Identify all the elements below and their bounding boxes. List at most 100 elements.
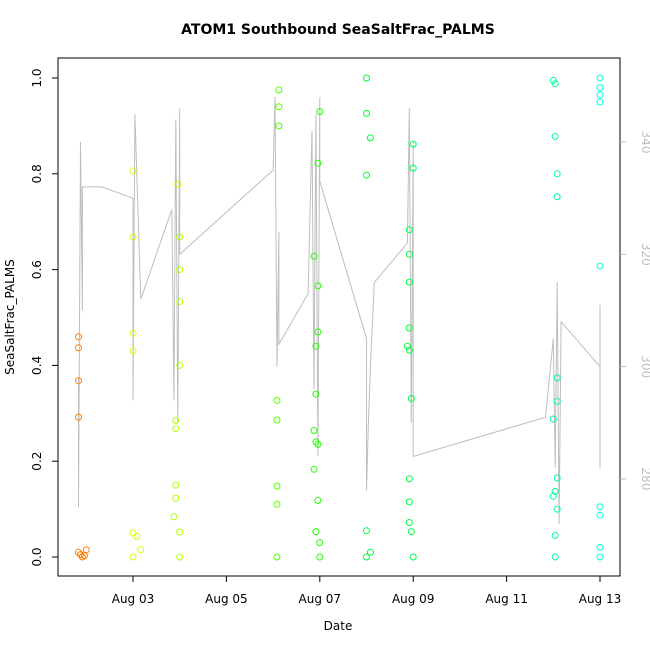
y-tick-label: 0.0 [30, 547, 44, 566]
data-point [553, 170, 561, 178]
data-point [176, 361, 184, 369]
data-point [366, 134, 374, 142]
data-point [596, 553, 604, 561]
plot-area [57, 57, 621, 577]
y2-tick-label: 320 [639, 243, 650, 266]
x-tick-label: Aug 13 [579, 592, 622, 606]
data-point [174, 180, 182, 188]
data-point [405, 498, 413, 506]
data-point [75, 413, 82, 421]
data-point [363, 109, 370, 117]
data-point [176, 528, 184, 536]
data-point [129, 347, 137, 355]
data-point [75, 377, 82, 385]
data-point [553, 397, 561, 405]
x-axis-label: Date [324, 619, 353, 633]
data-point [129, 529, 137, 537]
data-point [129, 233, 137, 241]
data-point [551, 531, 559, 539]
data-point [553, 474, 561, 482]
data-point [409, 140, 417, 148]
data-point [407, 395, 415, 402]
marks-layer [75, 74, 604, 561]
data-point [405, 346, 413, 354]
data-point [405, 475, 413, 483]
data-point [553, 374, 561, 382]
data-point [596, 262, 604, 270]
data-point [275, 103, 283, 111]
data-point [316, 553, 324, 561]
data-point [596, 84, 604, 92]
data-point [78, 553, 86, 561]
data-point [366, 548, 374, 556]
data-point [176, 266, 184, 274]
y2-tick-label: 340 [639, 131, 650, 154]
data-point [273, 416, 281, 424]
data-point [172, 417, 180, 424]
data-point [551, 487, 559, 495]
data-point [551, 553, 559, 561]
data-point [405, 519, 413, 526]
data-point [596, 503, 604, 511]
data-point [273, 500, 281, 508]
data-point [82, 546, 90, 554]
data-point [170, 513, 178, 521]
y-axis-label: SeaSaltFrac_PALMS [3, 259, 17, 375]
y-tick-label: 0.4 [30, 356, 44, 375]
data-point [314, 328, 322, 336]
data-point [596, 98, 604, 106]
data-point [551, 80, 559, 88]
data-point [553, 193, 561, 201]
data-point [312, 342, 320, 350]
data-point [176, 233, 184, 241]
data-point [596, 511, 604, 519]
data-point [310, 465, 318, 473]
secondary-series-line [78, 97, 601, 524]
data-point [176, 553, 184, 561]
data-point [310, 427, 318, 434]
data-point [551, 132, 559, 140]
data-point [75, 344, 82, 352]
data-point [176, 298, 184, 306]
data-point [596, 74, 604, 82]
data-point [273, 396, 281, 404]
data-point [80, 552, 88, 560]
data-point [314, 497, 322, 504]
data-point [129, 329, 137, 337]
data-point [549, 415, 557, 423]
y-tick-label: 0.8 [30, 164, 44, 183]
data-point [275, 86, 283, 94]
data-point [273, 553, 281, 561]
data-point [363, 74, 370, 82]
data-point [314, 282, 322, 290]
data-point [273, 482, 281, 490]
data-point [312, 390, 320, 398]
axes-layer: Aug 03 Aug 05 Aug 07 Aug 09 Aug 11 Aug 13 0.0 0… [30, 68, 650, 606]
data-point [403, 342, 411, 350]
data-point [549, 492, 557, 500]
data-point [596, 91, 604, 99]
data-point [172, 481, 180, 489]
data-point [596, 543, 604, 551]
data-point [316, 539, 324, 547]
data-point [312, 528, 320, 536]
data-point [363, 527, 370, 535]
data-point [407, 528, 415, 536]
x-tick-label: Aug 03 [112, 592, 155, 606]
data-point [314, 440, 322, 448]
x-tick-label: Aug 11 [485, 592, 528, 606]
data-point [363, 553, 370, 561]
data-point [310, 252, 318, 260]
data-point [405, 324, 413, 332]
data-point [172, 494, 180, 502]
y2-tick-label: 280 [639, 468, 650, 491]
data-point [314, 159, 322, 167]
data-point [275, 122, 283, 130]
data-point [133, 532, 141, 540]
y-tick-label: 0.6 [30, 260, 44, 279]
data-point [405, 278, 413, 286]
data-point [316, 108, 324, 115]
chart-title: ATOM1 Southbound SeaSaltFrac_PALMS [181, 22, 495, 38]
y-tick-label: 1.0 [30, 68, 44, 87]
